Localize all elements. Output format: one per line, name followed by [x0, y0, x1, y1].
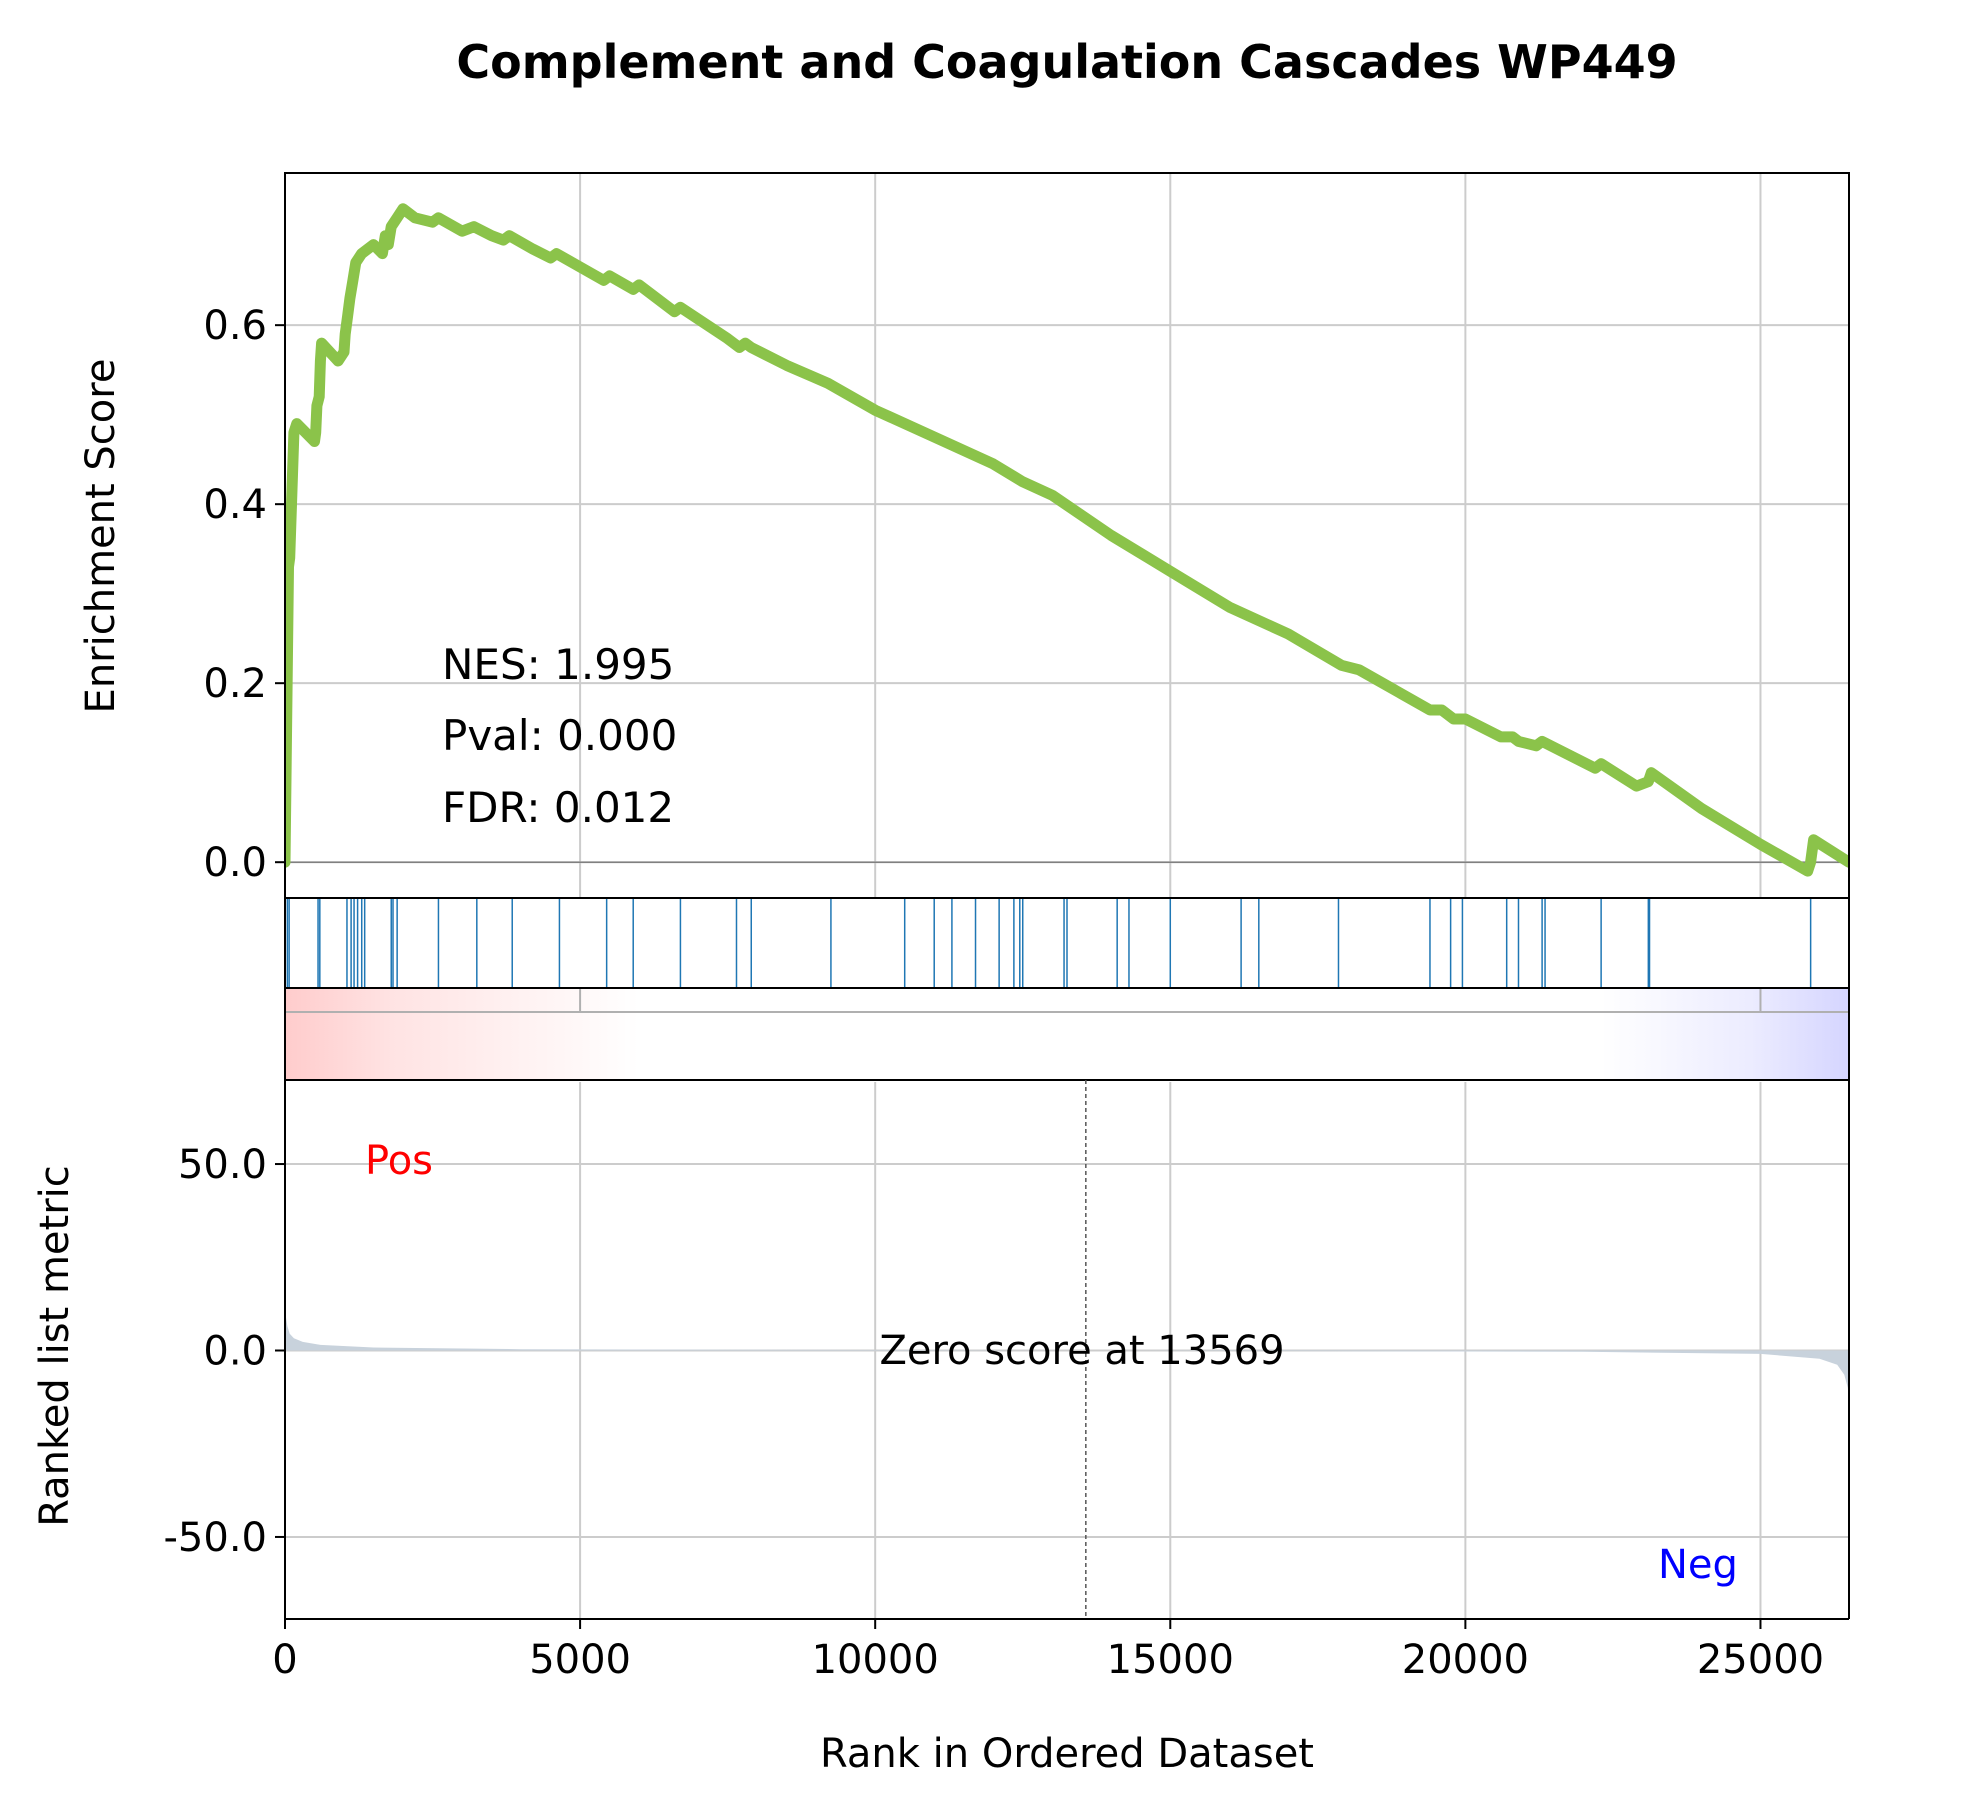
- x-axis-ticks: 0 5000 10000 15000 20000 25000: [272, 1619, 1824, 1683]
- x-axis-label: Rank in Ordered Dataset: [820, 1731, 1314, 1777]
- neg-label: Neg: [1658, 1542, 1738, 1588]
- enrichment-y-tick-label: 0.6: [203, 303, 267, 349]
- ranked-y-tick-label: 0.0: [203, 1329, 267, 1375]
- enrichment-y-axis-label: Enrichment Score: [78, 359, 124, 714]
- fdr-annotation: FDR: 0.012: [442, 783, 674, 832]
- x-tick-label: 0: [272, 1637, 297, 1683]
- x-tick-label: 15000: [1107, 1637, 1234, 1683]
- x-tick-label: 10000: [812, 1637, 939, 1683]
- enrichment-y-tick-label: 0.0: [203, 840, 267, 886]
- pval-annotation: Pval: 0.000: [442, 711, 677, 760]
- ranked-panel: 50.0 0.0 -50.0 0 5000 10000 15000 20000 25000 R…: [32, 1080, 1850, 1777]
- ranked-y-tick-label: 50.0: [178, 1142, 267, 1188]
- enrichment-panel: 0.0 0.2 0.4 0.6 Enrichment Score NES: 1.995…: [78, 172, 1850, 899]
- heatmap-axes-frame: [284, 987, 1850, 1081]
- enrichment-y-ticks: 0.0 0.2 0.4 0.6: [203, 303, 285, 886]
- x-tick-label: 25000: [1697, 1637, 1824, 1683]
- enrichment-score-line: [285, 203, 1849, 877]
- pos-label: Pos: [365, 1138, 433, 1184]
- enrichment-y-tick-label: 0.2: [203, 661, 267, 707]
- ranked-y-axis-label: Ranked list metric: [32, 1165, 78, 1527]
- ranked-metric-area: [285, 1298, 1849, 1403]
- ranked-y-ticks: 50.0 0.0 -50.0: [164, 1142, 285, 1561]
- hits-panel: [284, 897, 1850, 989]
- zero-score-annotation: Zero score at 13569: [879, 1328, 1284, 1374]
- enrichment-y-tick-label: 0.4: [203, 482, 267, 528]
- heatmap-bar: [285, 988, 1849, 1080]
- x-tick-label: 20000: [1402, 1637, 1529, 1683]
- gene-hit-marks: [286, 899, 1812, 987]
- x-tick-label: 5000: [529, 1637, 631, 1683]
- nes-annotation: NES: 1.995: [442, 640, 674, 689]
- ranked-y-tick-label: -50.0: [164, 1515, 268, 1561]
- heatmap-panel: [284, 987, 1850, 1081]
- chart-title: Complement and Coagulation Cascades WP44…: [456, 35, 1677, 89]
